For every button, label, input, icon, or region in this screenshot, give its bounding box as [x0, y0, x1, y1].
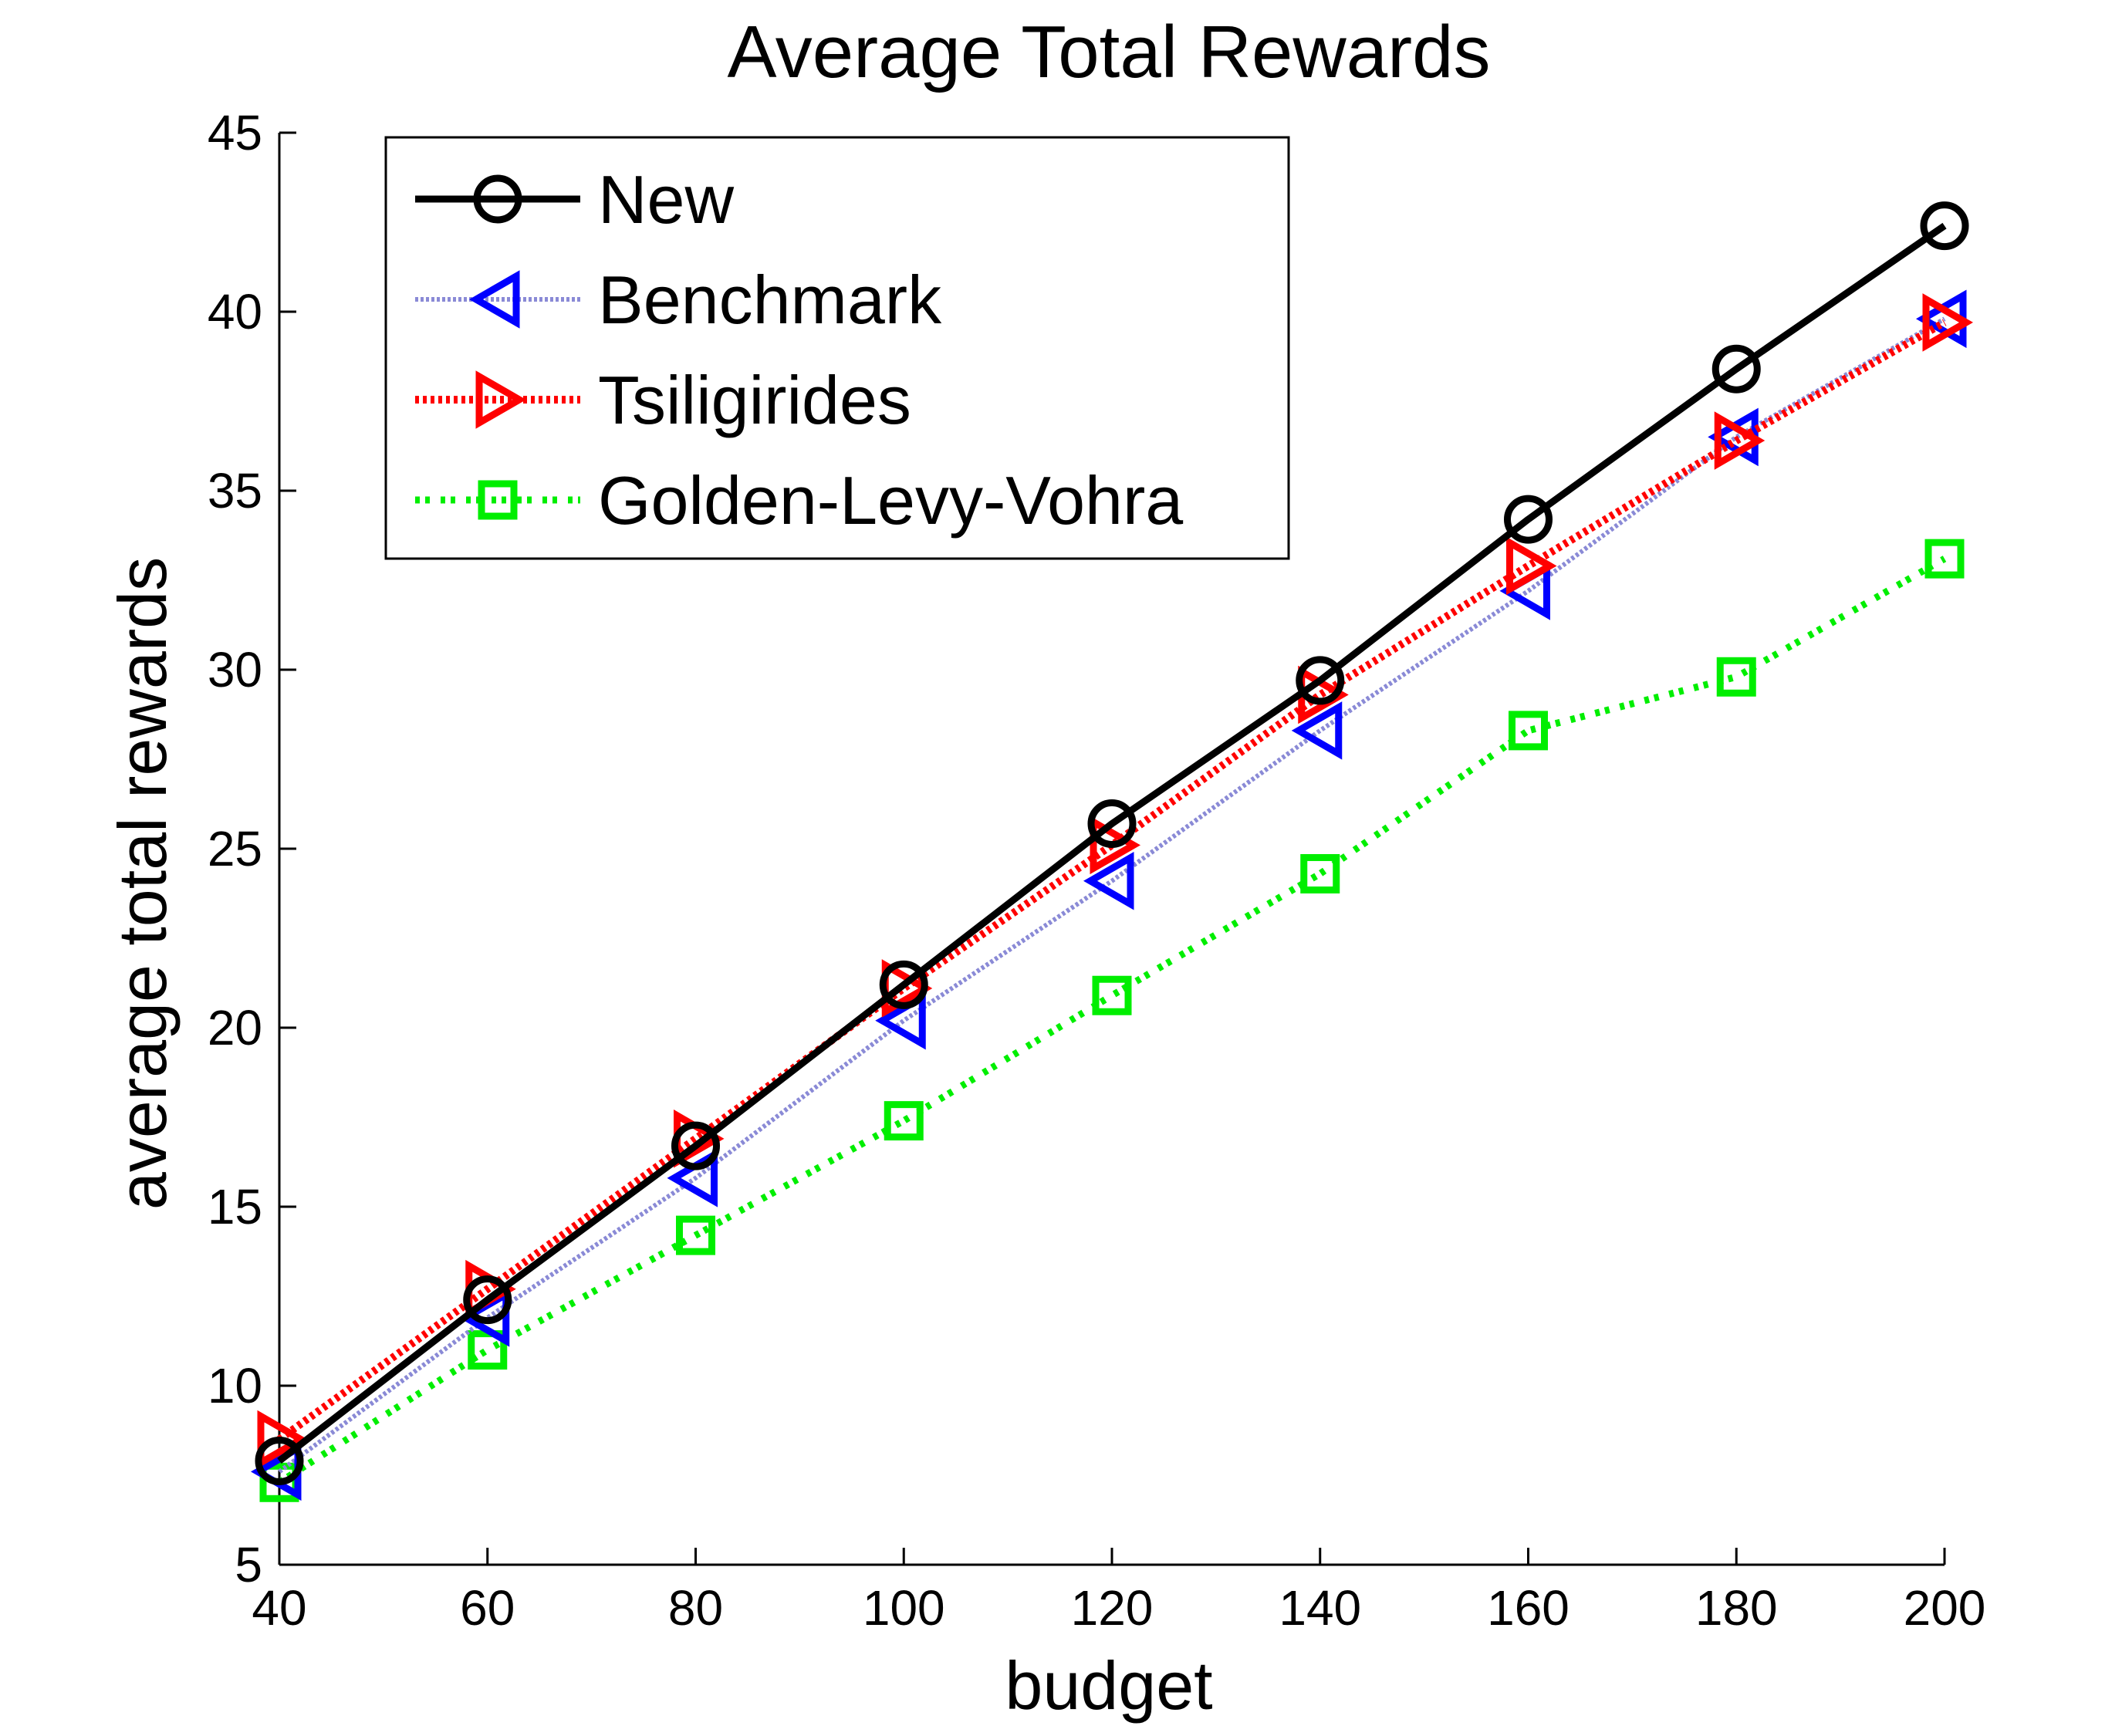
- x-tick-label: 120: [1071, 1580, 1154, 1636]
- data-point-new: [1920, 201, 1969, 251]
- y-tick-label: 20: [208, 1000, 262, 1055]
- data-point-new: [879, 960, 928, 1009]
- y-axis-title: average total rewards: [104, 557, 181, 1210]
- x-tick-label: 200: [1904, 1580, 1986, 1636]
- x-tick-label: 180: [1695, 1580, 1778, 1636]
- series-layer: [250, 201, 1974, 1502]
- legend-entry-tsiligirides: Tsiligirides: [415, 362, 911, 438]
- legend-marker-benchmark: [468, 270, 520, 329]
- data-point-new: [1711, 344, 1761, 393]
- x-tick-label: 80: [668, 1580, 723, 1636]
- y-tick-label: 45: [208, 105, 262, 160]
- data-point-golden-levy-vohra: [1924, 539, 1965, 579]
- y-tick-label: 35: [208, 463, 262, 518]
- data-point-golden-levy-vohra: [676, 1215, 715, 1255]
- data-point-new: [1296, 656, 1345, 705]
- data-point-new: [255, 1436, 304, 1485]
- data-point-tsiligirides: [257, 1410, 309, 1469]
- data-point-new: [1504, 495, 1553, 544]
- data-point-benchmark: [1291, 701, 1343, 760]
- data-point-new: [671, 1121, 720, 1170]
- data-point-golden-levy-vohra: [1509, 711, 1548, 751]
- axes: 40 60 80 100 120 140 160 180 200 5 10 15 20 25 30 35 40 4…: [208, 105, 1986, 1636]
- legend-label-benchmark: Benchmark: [598, 262, 942, 338]
- legend-label-new: New: [598, 161, 734, 238]
- x-tick-label: 100: [863, 1580, 945, 1636]
- y-tick-label: 30: [208, 642, 262, 697]
- data-point-benchmark: [1083, 851, 1134, 910]
- data-point-tsiligirides: [1506, 536, 1557, 596]
- legend-box: [384, 136, 1290, 560]
- y-tick-label: 5: [235, 1537, 262, 1592]
- data-point-golden-levy-vohra: [884, 1101, 924, 1141]
- x-tick-label: 160: [1487, 1580, 1570, 1636]
- legend-marker-golden-levy-vohra: [478, 480, 518, 520]
- legend-marker-new: [473, 174, 522, 224]
- legend-entry-golden-levy-vohra: Golden-Levy-Vohra: [415, 462, 1183, 539]
- series-line-new: [277, 222, 1947, 1464]
- x-tick-label: 140: [1279, 1580, 1361, 1636]
- data-point-new: [1087, 799, 1137, 849]
- y-tick-label: 15: [208, 1179, 262, 1234]
- data-point-golden-levy-vohra: [1300, 853, 1340, 893]
- data-point-tsiligirides: [1714, 411, 1766, 470]
- series-line-golden-levy-vohra: [277, 556, 1947, 1486]
- series-new: [255, 201, 1969, 1485]
- data-point-tsiligirides: [1922, 293, 1974, 352]
- x-tick-label: 40: [252, 1580, 306, 1636]
- chart-title: Average Total Rewards: [727, 11, 1490, 93]
- legend-label-tsiligirides: Tsiligirides: [598, 362, 911, 438]
- legend-label-golden-levy-vohra: Golden-Levy-Vohra: [598, 462, 1183, 539]
- legend: New Benchmark Tsiligirides Golden-Levy-Vohr…: [384, 136, 1290, 560]
- legend-entry-benchmark: Benchmark: [415, 262, 942, 338]
- x-tick-label: 60: [460, 1580, 515, 1636]
- data-point-golden-levy-vohra: [1716, 657, 1756, 697]
- x-axis-title: budget: [1005, 1647, 1212, 1724]
- y-tick-label: 40: [208, 284, 262, 339]
- y-tick-label: 10: [208, 1358, 262, 1413]
- series-line-tsiligirides: [277, 319, 1947, 1443]
- legend-entry-new: New: [415, 161, 734, 238]
- data-point-golden-levy-vohra: [1092, 975, 1132, 1015]
- series-line-benchmark: [278, 316, 1946, 1474]
- y-tick-label: 25: [208, 821, 262, 876]
- data-point-tsiligirides: [1090, 816, 1141, 875]
- legend-marker-tsiligirides: [475, 370, 527, 429]
- data-point-new: [463, 1275, 512, 1325]
- series-golden-levy-vohra: [259, 539, 1965, 1502]
